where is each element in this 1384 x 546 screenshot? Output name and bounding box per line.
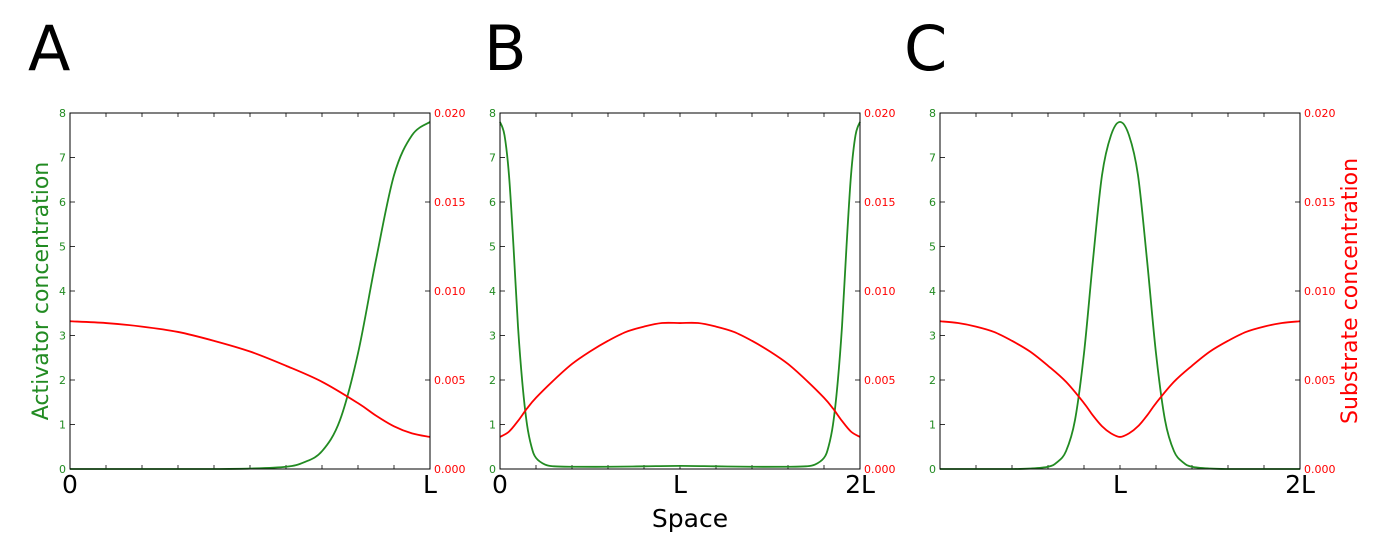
right-tick-label: 0.000	[1304, 463, 1336, 476]
left-tick-label: 8	[59, 107, 66, 120]
right-tick-label: 0.000	[864, 463, 896, 476]
x-tick-label: L	[673, 470, 687, 499]
left-tick-label: 2	[929, 374, 936, 387]
x-tick-label: L	[423, 470, 437, 499]
left-tick-label: 8	[929, 107, 936, 120]
left-tick-label: 3	[929, 330, 936, 343]
left-tick-label: 5	[59, 241, 66, 254]
left-tick-label: 6	[489, 196, 496, 209]
plot-frame	[499, 112, 861, 470]
right-tick-label: 0.000	[434, 463, 466, 476]
right-tick-label: 0.020	[1304, 107, 1336, 120]
left-tick-label: 6	[929, 196, 936, 209]
left-tick-label: 0	[929, 463, 936, 476]
x-tick-label: 0	[62, 470, 78, 499]
left-tick-label: 8	[489, 107, 496, 120]
right-tick-label: 0.020	[864, 107, 896, 120]
right-tick-label: 0.015	[864, 196, 896, 209]
left-tick-label: 1	[59, 419, 66, 432]
substrate-line	[69, 320, 431, 438]
substrate-line	[499, 321, 861, 438]
activator-line	[70, 121, 431, 470]
activator-line	[940, 121, 1300, 470]
right-tick-label: 0.020	[434, 107, 466, 120]
x-tick-label: 0	[492, 470, 508, 499]
right-tick-label: 0.005	[1304, 374, 1336, 387]
right-tick-label: 0.010	[434, 285, 466, 298]
left-axis-label: Activator concentration	[29, 162, 54, 421]
plot-frame	[939, 112, 1301, 470]
panel-c: C 0 1 2 3 4 5 6 7 8 0.000 0.005 0.010 0.015 0.020 L 2L	[904, 12, 1336, 499]
right-tick-label: 0.005	[434, 374, 466, 387]
right-tick-label: 0.010	[1304, 285, 1336, 298]
left-tick-label: 0	[59, 463, 66, 476]
left-tick-label: 2	[59, 374, 66, 387]
x-tick-label: L	[1113, 470, 1127, 499]
panel-letter: C	[904, 12, 947, 85]
panel-a: A 0 1 2 3 4 5 6 7 8 0.000 0.005 0.010 0.015 0.020 0 L	[28, 12, 466, 499]
plot-frame	[69, 112, 431, 470]
right-tick-label: 0.015	[434, 196, 466, 209]
right-tick-label: 0.015	[1304, 196, 1336, 209]
panel-b: B 0 1 2 3 4 5 6 7 8 0.000 0.005 0.010 0.015 0.020 0 L 2L	[484, 12, 896, 499]
right-tick-label: 0.005	[864, 374, 896, 387]
left-tick-label: 4	[489, 285, 496, 298]
right-tick-label: 0.010	[864, 285, 896, 298]
x-axis-label: Space	[652, 504, 728, 533]
left-tick-label: 2	[489, 374, 496, 387]
activator-line	[499, 121, 861, 468]
left-tick-label: 0	[489, 463, 496, 476]
left-tick-label: 5	[489, 241, 496, 254]
panel-letter: B	[484, 12, 527, 85]
left-tick-label: 3	[489, 330, 496, 343]
left-tick-label: 4	[59, 285, 66, 298]
x-tick-label: 2L	[1285, 470, 1315, 499]
right-axis-label: Substrate concentration	[1338, 158, 1363, 424]
substrate-line	[939, 320, 1301, 438]
left-tick-label: 7	[489, 152, 496, 165]
panel-letter: A	[28, 12, 70, 85]
left-tick-label: 6	[59, 196, 66, 209]
x-tick-label: 2L	[845, 470, 875, 499]
left-tick-label: 5	[929, 241, 936, 254]
left-tick-label: 3	[59, 330, 66, 343]
left-tick-label: 7	[929, 152, 936, 165]
left-tick-label: 1	[929, 419, 936, 432]
left-tick-label: 1	[489, 419, 496, 432]
left-tick-label: 7	[59, 152, 66, 165]
left-tick-label: 4	[929, 285, 936, 298]
